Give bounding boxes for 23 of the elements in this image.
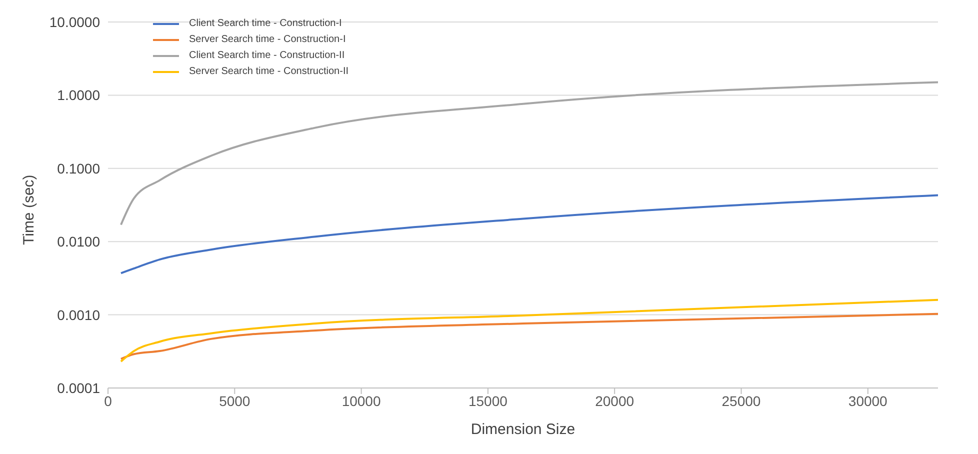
y-tick-label: 0.0001 <box>57 380 100 396</box>
line-series <box>120 312 938 360</box>
line-series <box>120 81 938 226</box>
line-series <box>120 298 938 363</box>
x-axis-title: Dimension Size <box>470 421 576 438</box>
y-tick-label: 0.0010 <box>57 306 100 323</box>
x-tick-label: 20000 <box>595 392 634 409</box>
y-tick-label: 0.0100 <box>57 234 100 250</box>
x-tick-label: 15000 <box>468 392 508 409</box>
x-tick-label: 10000 <box>342 392 381 409</box>
x-tick-label: 0 <box>104 392 112 409</box>
x-tick-label: 5000 <box>219 392 250 409</box>
x-tick-label: 25000 <box>722 392 761 409</box>
y-tick-label: 0.1000 <box>57 160 100 176</box>
y-axis-title: Time (sec) <box>20 174 38 245</box>
legend-label: Server Search time - Construction-II <box>189 65 348 79</box>
legend-label: Client Search time - Construction-I <box>189 17 342 31</box>
y-tick-label: 1.0000 <box>57 87 100 104</box>
line-series <box>120 194 938 274</box>
legend-label: Client Search time - Construction-II <box>189 49 345 63</box>
x-tick-label: 30000 <box>848 392 888 409</box>
y-tick-label: 10.0000 <box>49 14 100 30</box>
legend-label: Server Search time - Construction-I <box>189 33 346 47</box>
